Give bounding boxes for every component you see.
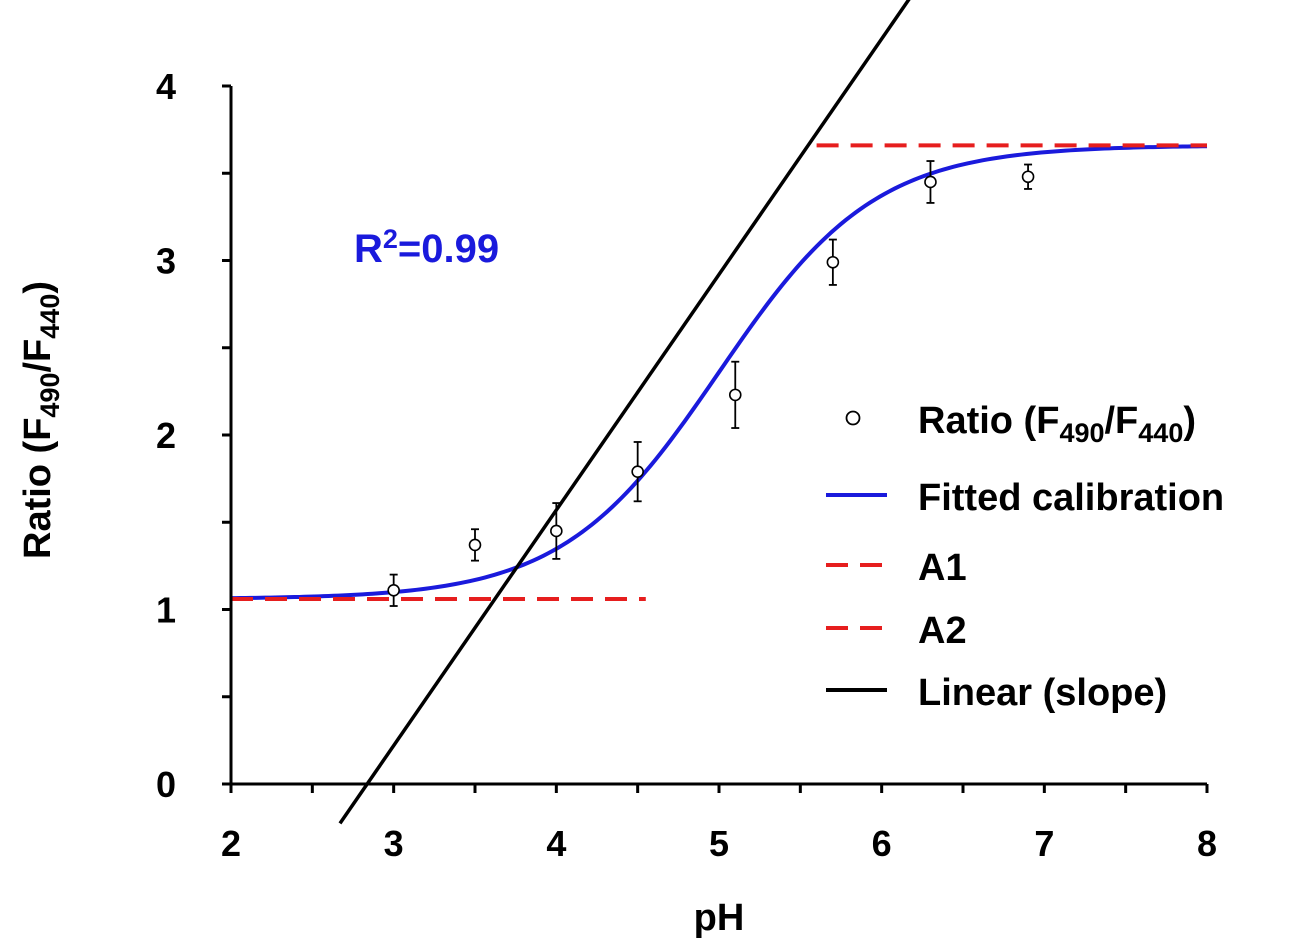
- data-point: [826, 238, 840, 286]
- point-marker: [387, 584, 400, 597]
- point-marker: [468, 538, 482, 552]
- legend-label: A1: [918, 547, 967, 589]
- data-point: [550, 502, 563, 560]
- fitted-calibration-curve: [230, 144, 1208, 601]
- legend-label: Linear (slope): [918, 672, 1167, 714]
- data-point: [631, 441, 644, 503]
- x-tick-label: 3: [384, 823, 404, 864]
- data-point: [468, 528, 482, 562]
- series-layer: [230, 0, 1208, 825]
- data-point: [1021, 163, 1035, 190]
- x-tick-label: 7: [1034, 823, 1054, 864]
- y-tick-label: 2: [156, 415, 176, 456]
- legend-label: Fitted calibration: [918, 477, 1224, 519]
- x-tick-label: 5: [709, 823, 729, 864]
- point-marker: [631, 465, 644, 478]
- legend-item: Ratio (F490/F440): [845, 400, 1196, 448]
- point-marker: [924, 175, 937, 189]
- legend-item: A2: [826, 610, 967, 652]
- y-tick-label: 3: [156, 241, 176, 282]
- y-axis-label: Ratio (F490/F440): [17, 281, 65, 559]
- r-squared-annotation: R2=0.99: [354, 224, 499, 271]
- data-point: [728, 360, 742, 429]
- x-tick-label: 2: [221, 823, 241, 864]
- legend: Ratio (F490/F440) Fitted calibration A1 A2 L…: [826, 400, 1224, 714]
- legend-item: Fitted calibration: [826, 477, 1224, 519]
- point-marker: [728, 388, 742, 402]
- annotation-layer: R2=0.99: [354, 224, 499, 271]
- legend-label: A2: [918, 610, 967, 652]
- x-tick-label: 4: [546, 823, 566, 864]
- y-tick-label: 1: [156, 590, 176, 631]
- y-tick-label: 0: [156, 764, 176, 805]
- legend-marker-circle: [845, 410, 861, 426]
- x-tick-label: 8: [1197, 823, 1217, 864]
- legend-item: Linear (slope): [826, 672, 1167, 714]
- point-marker: [826, 255, 840, 269]
- point-marker: [550, 524, 563, 538]
- legend-label: Ratio (F490/F440): [918, 400, 1196, 448]
- legend-item: A1: [826, 547, 967, 589]
- data-point: [924, 160, 937, 204]
- data-point: [387, 573, 400, 607]
- y-tick-label: 4: [156, 66, 176, 107]
- axes-layer: 0 1 2 3 4 2 3 4 5 6 7 8 pH Ratio (F490/F440): [17, 66, 1217, 939]
- x-axis-label: pH: [694, 897, 745, 939]
- x-tick-label: 6: [872, 823, 892, 864]
- linear-slope-line: [338, 0, 911, 825]
- point-marker: [1021, 170, 1035, 184]
